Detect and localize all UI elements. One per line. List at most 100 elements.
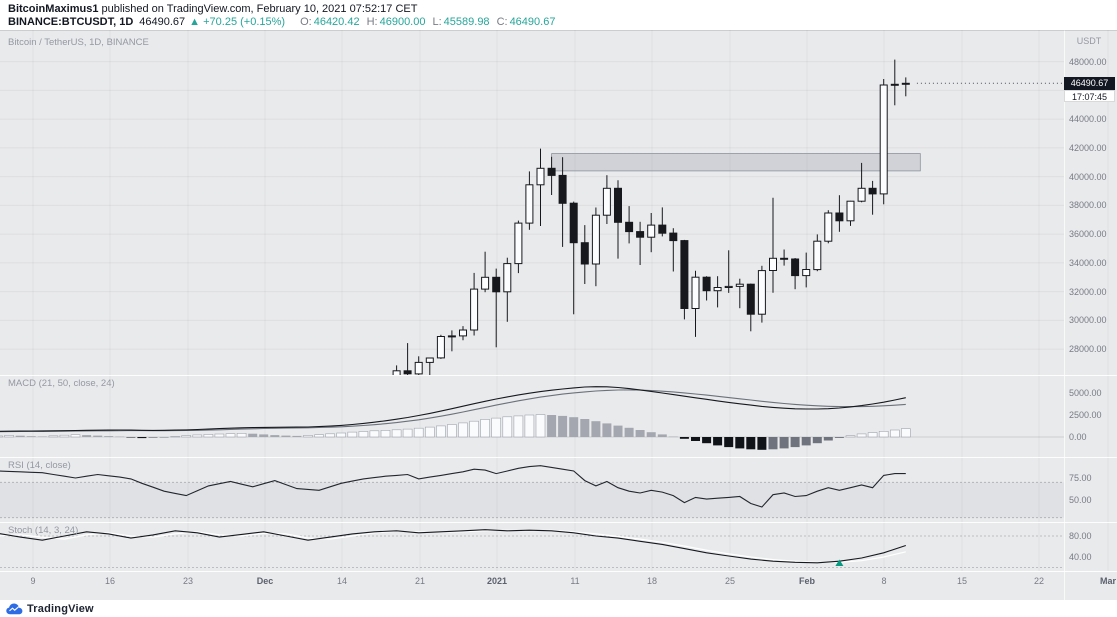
stoch-pane-canvas[interactable] — [0, 522, 1117, 571]
time-axis-label: 2021 — [486, 576, 508, 586]
candle — [625, 206, 634, 244]
candle — [647, 213, 656, 253]
pane-divider[interactable] — [0, 457, 1117, 458]
rsi-axis-label: 50.00 — [1069, 495, 1092, 505]
tradingview-logo-icon[interactable] — [6, 603, 23, 615]
candle — [658, 207, 667, 237]
candle — [436, 334, 445, 359]
price-axis-label: 34000.00 — [1069, 257, 1107, 268]
time-axis-label: 8 — [881, 576, 887, 586]
close-value: 46490.67 — [509, 16, 556, 28]
time-axis-label: Feb — [798, 576, 816, 586]
last-price-badge: 46490.67 — [1064, 77, 1115, 90]
time-axis-label: 22 — [1033, 576, 1045, 586]
high-label: H: — [366, 16, 378, 28]
time-axis-label: 23 — [182, 576, 194, 586]
pane-divider[interactable] — [0, 571, 1117, 572]
macd-axis-label: 5000.00 — [1069, 388, 1102, 398]
candle — [791, 258, 800, 290]
price-axis-label: 36000.00 — [1069, 229, 1107, 240]
candle — [746, 283, 755, 332]
macd-histogram — [0, 414, 911, 450]
candle — [414, 356, 423, 375]
stoch-axis-label: 80.00 — [1069, 531, 1092, 541]
close-label: C: — [496, 16, 508, 28]
candle — [868, 180, 877, 215]
candle — [447, 330, 456, 352]
stoch-k-line — [0, 529, 906, 564]
price-chart-canvas[interactable] — [0, 30, 1117, 375]
candle — [857, 162, 866, 203]
published-text: published on TradingView.com, February 1… — [98, 3, 418, 15]
time-axis-label: 9 — [30, 576, 36, 586]
candle — [503, 257, 512, 322]
symbol-line: BINANCE:BTCUSDT, 1D 46490.67 ▲ +70.25 (+0.… — [8, 16, 1117, 29]
footer-bar: TradingView — [0, 600, 1117, 617]
rsi-band — [0, 482, 1064, 518]
macd-line — [0, 386, 906, 432]
candle — [536, 148, 545, 226]
resistance-zone[interactable] — [551, 153, 921, 172]
symbol-title: BINANCE:BTCUSDT, 1D — [8, 16, 134, 28]
price-axis-label: 42000.00 — [1069, 142, 1107, 153]
candle — [470, 272, 479, 336]
candle — [392, 365, 401, 375]
candle — [580, 225, 589, 284]
tradingview-wordmark[interactable]: TradingView — [27, 602, 94, 615]
candle — [547, 156, 556, 195]
axis-separator — [1064, 30, 1065, 600]
candle — [514, 220, 523, 274]
candle — [403, 343, 412, 375]
time-axis-label: Dec — [256, 576, 274, 586]
rsi-pane-canvas[interactable] — [0, 457, 1117, 522]
candle — [901, 77, 910, 97]
open-label: O: — [300, 16, 312, 28]
macd-axis-label: 0.00 — [1069, 432, 1087, 442]
price-axis-label: 48000.00 — [1069, 56, 1107, 67]
candle — [492, 268, 501, 348]
candle — [780, 249, 789, 266]
rsi-line — [0, 465, 906, 508]
candle — [813, 234, 822, 272]
price-axis-label: 38000.00 — [1069, 200, 1107, 211]
candle — [713, 276, 722, 308]
price-change: ▲ +70.25 (+0.15%) — [189, 16, 286, 28]
last-price: 46490.67 — [139, 16, 186, 28]
chart-legend: Bitcoin / TetherUS, 1D, BINANCE — [8, 37, 149, 48]
time-axis-label: 21 — [414, 576, 426, 586]
price-axis-label: 30000.00 — [1069, 315, 1107, 326]
candle — [569, 201, 578, 315]
candle — [879, 79, 888, 205]
pane-divider[interactable] — [0, 375, 1117, 376]
bar-countdown: 17:07:45 — [1064, 90, 1115, 102]
macd-pane-canvas[interactable] — [0, 375, 1117, 457]
price-axis[interactable]: 48000.0046000.0044000.0042000.0040000.00… — [1064, 30, 1117, 600]
low-label: L: — [432, 16, 442, 28]
rsi-indicator-title: RSI (14, close) — [8, 460, 71, 471]
axis-currency-label: USDT — [1076, 36, 1102, 46]
price-axis-label: 28000.00 — [1069, 344, 1107, 355]
candle — [890, 59, 899, 106]
time-axis-label: 16 — [104, 576, 116, 586]
stoch-d-line — [0, 529, 906, 563]
chart-area — [0, 30, 1117, 600]
author-name: BitcoinMaximus1 — [8, 3, 99, 15]
time-axis-label: 25 — [724, 576, 736, 586]
candle — [702, 276, 711, 301]
time-axis-label: 14 — [336, 576, 348, 586]
high-value: 46900.00 — [379, 16, 426, 28]
stoch-axis-label: 40.00 — [1069, 552, 1092, 562]
candle — [846, 200, 855, 226]
candle — [669, 228, 678, 272]
header: BitcoinMaximus1 published on TradingView… — [0, 0, 1117, 30]
candle — [425, 357, 434, 375]
published-line: BitcoinMaximus1 published on TradingView… — [8, 2, 1117, 16]
macd-indicator-title: MACD (21, 50, close, 24) — [8, 378, 115, 389]
candlestick-series — [392, 59, 910, 375]
pane-divider[interactable] — [0, 522, 1117, 523]
time-axis-label: 11 — [570, 576, 580, 586]
time-axis[interactable]: 9 16 23 Dec 14 21 2021 11 18 25 Feb 8 15 22 Mar — [0, 571, 1117, 600]
candle — [680, 239, 689, 320]
candle — [691, 270, 700, 337]
candle — [735, 278, 744, 309]
